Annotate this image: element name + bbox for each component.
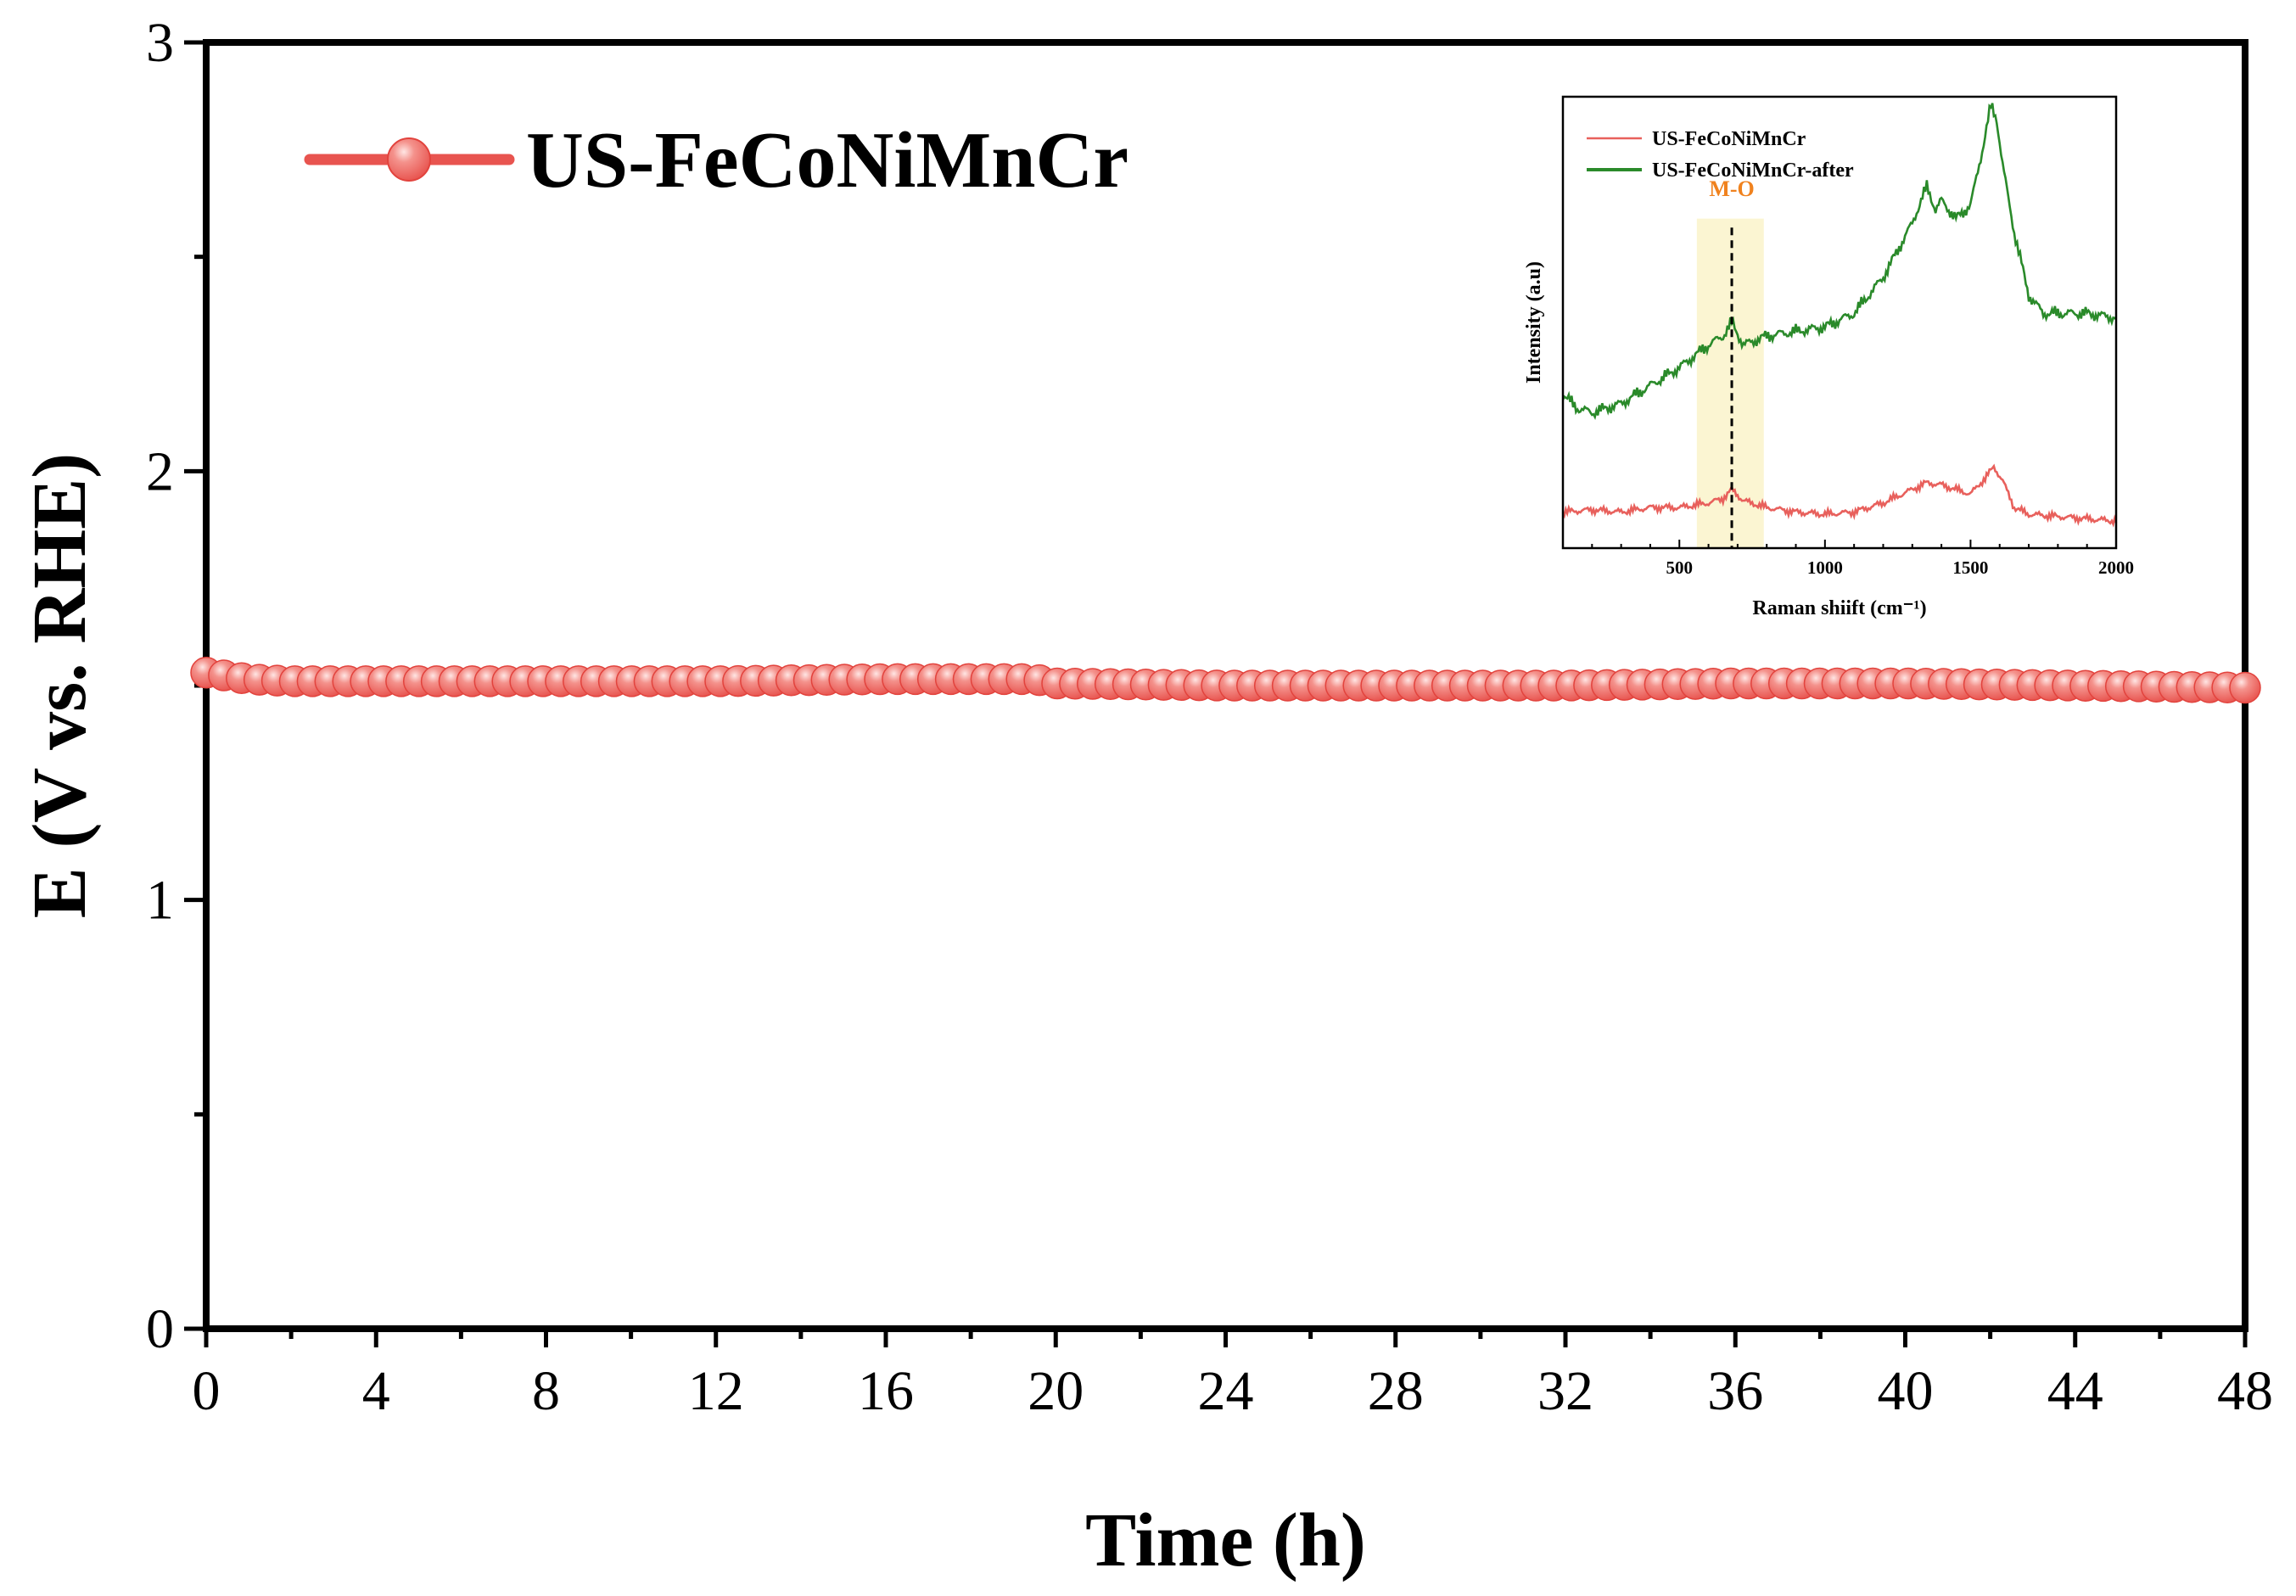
x-tick-label: 28 — [1368, 1360, 1424, 1422]
y-tick-label: 1 — [146, 870, 174, 932]
inset-highlight-band — [1696, 218, 1764, 548]
inset-series-line — [1561, 463, 2118, 528]
inset-x-axis-title: Raman shiift (cm⁻¹) — [1752, 597, 1926, 619]
inset-frame — [1561, 95, 2118, 550]
inset-series-line — [1561, 103, 2117, 421]
x-tick-label: 8 — [532, 1360, 560, 1422]
x-axis-title: Time (h) — [1085, 1498, 1366, 1582]
x-tick-label: 40 — [1878, 1360, 1934, 1422]
inset-legend-label: US-FeCoNiMnCr — [1652, 128, 1806, 150]
legend-label: US-FeCoNiMnCr — [526, 116, 1128, 204]
legend-marker — [387, 137, 431, 182]
inset-x-tick-label: 2000 — [2098, 557, 2134, 578]
inset-x-tick-label: 500 — [1666, 557, 1694, 578]
inset-series-after — [1561, 103, 2117, 421]
x-tick-label: 24 — [1198, 1360, 1254, 1422]
inset-legend-label: US-FeCoNiMnCr-after — [1652, 160, 1854, 182]
series-us-fecoinimncr — [190, 657, 2261, 704]
x-tick-label: 0 — [193, 1360, 221, 1422]
x-tick-label: 20 — [1028, 1360, 1084, 1422]
inset-raman-chart: M-O 500 1000 1500 2000 Raman shiift (cm⁻¹) Int… — [1523, 95, 2134, 619]
inset-annotation-label: M-O — [1709, 176, 1754, 201]
legend: US-FeCoNiMnCr — [304, 116, 1128, 204]
y-axis-title: E (V vs. RHE) — [18, 453, 102, 918]
x-tick-label: 44 — [2047, 1360, 2103, 1422]
x-tick-label: 32 — [1537, 1360, 1593, 1422]
inset-x-tick-label: 1500 — [1952, 557, 1988, 578]
x-tick-label: 36 — [1707, 1360, 1763, 1422]
y-tick-label: 3 — [146, 12, 174, 74]
x-tick-label: 16 — [858, 1360, 914, 1422]
x-tick-label: 48 — [2217, 1360, 2273, 1422]
inset-y-axis-title: Intensity (a.u) — [1523, 261, 1545, 384]
inset-series-before — [1561, 463, 2118, 528]
x-tick-label: 4 — [362, 1360, 390, 1422]
data-point — [2229, 671, 2261, 704]
x-tick-label: 12 — [688, 1360, 744, 1422]
inset-x-tick-label: 1000 — [1807, 557, 1843, 578]
y-tick-label: 2 — [146, 440, 174, 502]
y-tick-label: 0 — [146, 1298, 174, 1360]
